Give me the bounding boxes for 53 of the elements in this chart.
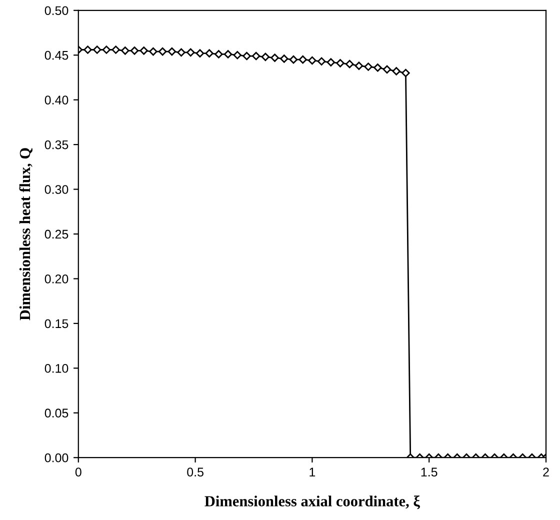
y-tick-label: 0.05: [44, 408, 68, 418]
y-tick-label: 0.20: [44, 274, 68, 284]
point: [326, 58, 336, 66]
point: [92, 46, 102, 54]
point: [364, 62, 372, 71]
point: [168, 47, 176, 56]
point: [121, 46, 130, 55]
point: [345, 60, 354, 68]
y-tick-label: 0.25: [44, 230, 68, 239]
point: [289, 55, 298, 64]
point: [233, 50, 242, 60]
y-tick-label: 0.45: [44, 50, 68, 60]
y-tick-label: 0.30: [44, 185, 68, 194]
y-tick-label: 0.10: [44, 364, 68, 373]
point: [177, 48, 186, 57]
point: [140, 46, 148, 55]
point: [112, 46, 120, 54]
x-tick-label: 2: [543, 468, 549, 476]
point: [196, 49, 204, 58]
x-tick-label: 0.5: [187, 468, 204, 477]
point: [214, 50, 223, 58]
x-axis-title: Dimensionless axial coordinate, ξ: [204, 496, 420, 510]
point: [158, 47, 167, 56]
point: [374, 64, 382, 72]
point: [130, 46, 139, 55]
point: [149, 47, 158, 56]
point: [382, 65, 392, 74]
point: [402, 68, 410, 78]
point: [317, 57, 326, 66]
point: [205, 49, 214, 58]
point: [270, 54, 279, 62]
y-tick-label: 0.50: [44, 6, 68, 16]
x-tick-label: 1.5: [421, 468, 438, 477]
y-tick-label: 0.00: [44, 453, 68, 462]
point: [224, 50, 232, 58]
point: [336, 59, 344, 68]
x-tick-label: 1: [310, 468, 316, 476]
point: [84, 46, 92, 54]
y-tick-label: 0.35: [44, 140, 68, 150]
point: [280, 54, 288, 63]
point: [102, 46, 111, 54]
point: [354, 62, 364, 70]
y-tick-label: 0.15: [44, 319, 68, 328]
point: [261, 52, 270, 62]
point: [298, 55, 307, 64]
point: [392, 67, 400, 76]
y-axis-title: Dimensionless heat flux, Q: [19, 148, 32, 320]
point: [308, 56, 316, 65]
point: [242, 52, 251, 60]
point: [186, 48, 195, 57]
x-tick-label: 0: [75, 468, 82, 477]
point: [252, 52, 260, 60]
y-tick-label: 0.40: [44, 96, 68, 104]
